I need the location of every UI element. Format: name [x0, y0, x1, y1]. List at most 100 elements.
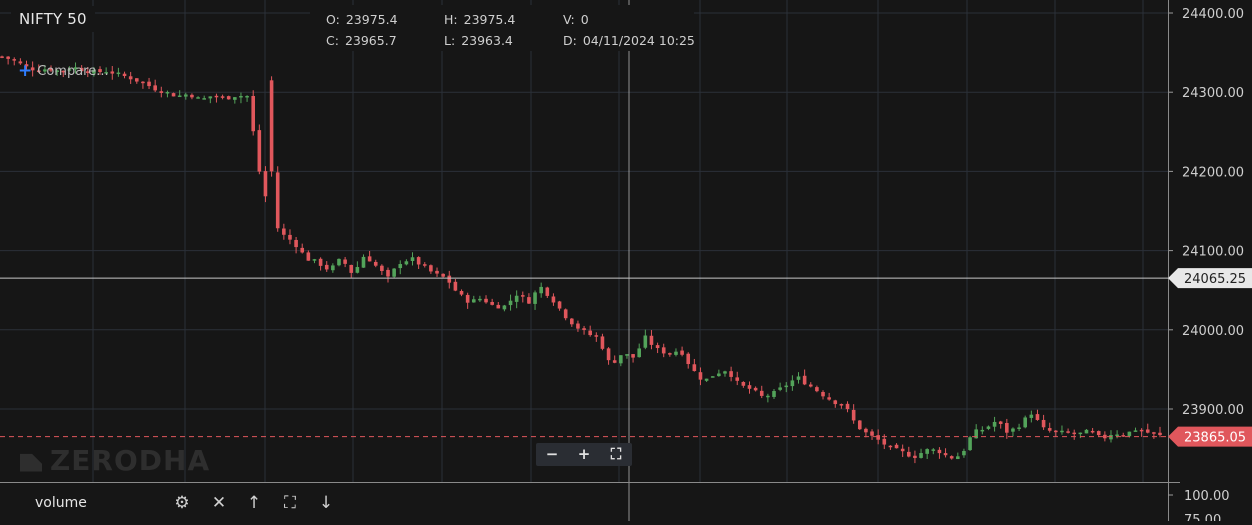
candle-body	[686, 353, 691, 365]
candle-body	[373, 261, 378, 266]
candle-body	[600, 336, 605, 349]
y-tick-label: 24200.00	[1182, 165, 1244, 180]
zoom-in-button[interactable]: +	[577, 445, 591, 463]
candle-body	[1096, 431, 1101, 436]
candle-body	[484, 298, 488, 303]
candle-body	[478, 298, 482, 301]
candle-body	[410, 257, 415, 261]
candle-body	[576, 323, 580, 329]
candle-body	[876, 435, 880, 440]
candle-body	[153, 85, 157, 91]
candle-body	[447, 275, 452, 283]
arrow-down-icon[interactable]: ↓	[318, 493, 334, 513]
candle-body	[214, 95, 219, 98]
compare-button[interactable]: + Compare...	[18, 63, 109, 80]
candle-body	[1060, 430, 1064, 433]
candle-body	[539, 286, 543, 294]
candle-body	[1054, 430, 1058, 433]
candle-body	[263, 171, 268, 197]
candle-body	[337, 258, 341, 266]
candle-body	[61, 70, 66, 73]
candle-body	[110, 71, 115, 74]
candle-body	[527, 297, 531, 304]
candle-body	[906, 451, 911, 457]
candle-body	[729, 371, 733, 377]
candle-body	[520, 295, 525, 297]
crosshair-price-label: 24065.25	[1184, 272, 1246, 287]
close-icon[interactable]: ✕	[211, 493, 227, 513]
arrow-up-icon[interactable]: ↑	[246, 493, 262, 513]
candle-body	[839, 404, 844, 406]
candle-body	[490, 301, 494, 305]
candle-body	[43, 69, 47, 72]
volume-panel: volume ⚙ ✕ ↑ ⛶ ↓	[0, 483, 1168, 521]
candle-body	[808, 384, 813, 387]
candle-body	[594, 335, 599, 337]
candle-body	[692, 364, 697, 372]
candle-body	[870, 431, 874, 436]
candle-body	[588, 330, 592, 336]
candle-body	[502, 305, 507, 310]
candle-body	[208, 96, 213, 99]
y-tick-label: 24000.00	[1182, 324, 1244, 339]
candle-body	[735, 377, 740, 381]
zerodha-watermark: ZERODHA	[20, 444, 210, 477]
candle-body	[925, 449, 929, 454]
candle-body	[239, 95, 243, 98]
candle-body	[717, 373, 721, 377]
fullscreen-button[interactable]: ⛶	[610, 445, 622, 463]
candle-body	[1017, 427, 1021, 429]
candle-body	[380, 265, 384, 271]
candle-body	[55, 70, 59, 72]
open-value: O: 23975.4	[326, 12, 398, 27]
candle-body	[0, 56, 4, 58]
candle-body	[416, 257, 421, 265]
candle-body	[92, 69, 96, 74]
candle-body	[349, 264, 354, 273]
candle-body	[643, 335, 648, 348]
candle-body	[582, 328, 586, 331]
candle-body	[815, 387, 819, 392]
candle-body	[631, 354, 635, 358]
candle-body	[441, 273, 445, 277]
candle-body	[275, 172, 280, 229]
candle-body	[257, 130, 262, 172]
candle-body	[845, 403, 850, 410]
candle-body	[1127, 431, 1132, 437]
candle-body	[1011, 428, 1015, 432]
candle-body	[79, 67, 84, 72]
candle-body	[312, 259, 317, 261]
candle-body	[141, 81, 145, 84]
candle-body	[968, 437, 972, 451]
candle-body	[570, 318, 574, 325]
candle-body	[900, 448, 905, 452]
maximize-icon[interactable]: ⛶	[284, 493, 296, 513]
candle-body	[165, 92, 170, 94]
candle-body	[655, 345, 660, 349]
candle-body	[288, 234, 292, 240]
candle-body	[471, 299, 476, 303]
zoom-out-button[interactable]: −	[545, 445, 559, 463]
zoom-controls: − + ⛶	[536, 443, 632, 466]
volume-value: V: 0	[563, 12, 589, 27]
candle-body	[857, 420, 862, 430]
candle-body	[753, 387, 758, 391]
low-value: L: 23963.4	[444, 33, 513, 48]
compare-label: Compare...	[37, 64, 109, 79]
candle-body	[974, 429, 978, 439]
candle-body	[821, 391, 825, 397]
symbol-title: NIFTY 50	[11, 6, 95, 32]
candle-body	[931, 449, 936, 451]
gear-icon[interactable]: ⚙	[174, 493, 190, 513]
candle-body	[184, 94, 188, 97]
ohlc-legend: O: 23975.4 H: 23975.4 V: 0 C: 23965.7 L: 2396…	[310, 5, 695, 51]
y-tick-label: 23900.00	[1182, 403, 1244, 418]
candle-body	[331, 265, 335, 271]
candle-body	[790, 380, 795, 387]
candle-body	[766, 395, 770, 398]
candle-body	[1047, 428, 1052, 431]
candle-body	[202, 98, 206, 100]
candle-body	[190, 94, 194, 98]
